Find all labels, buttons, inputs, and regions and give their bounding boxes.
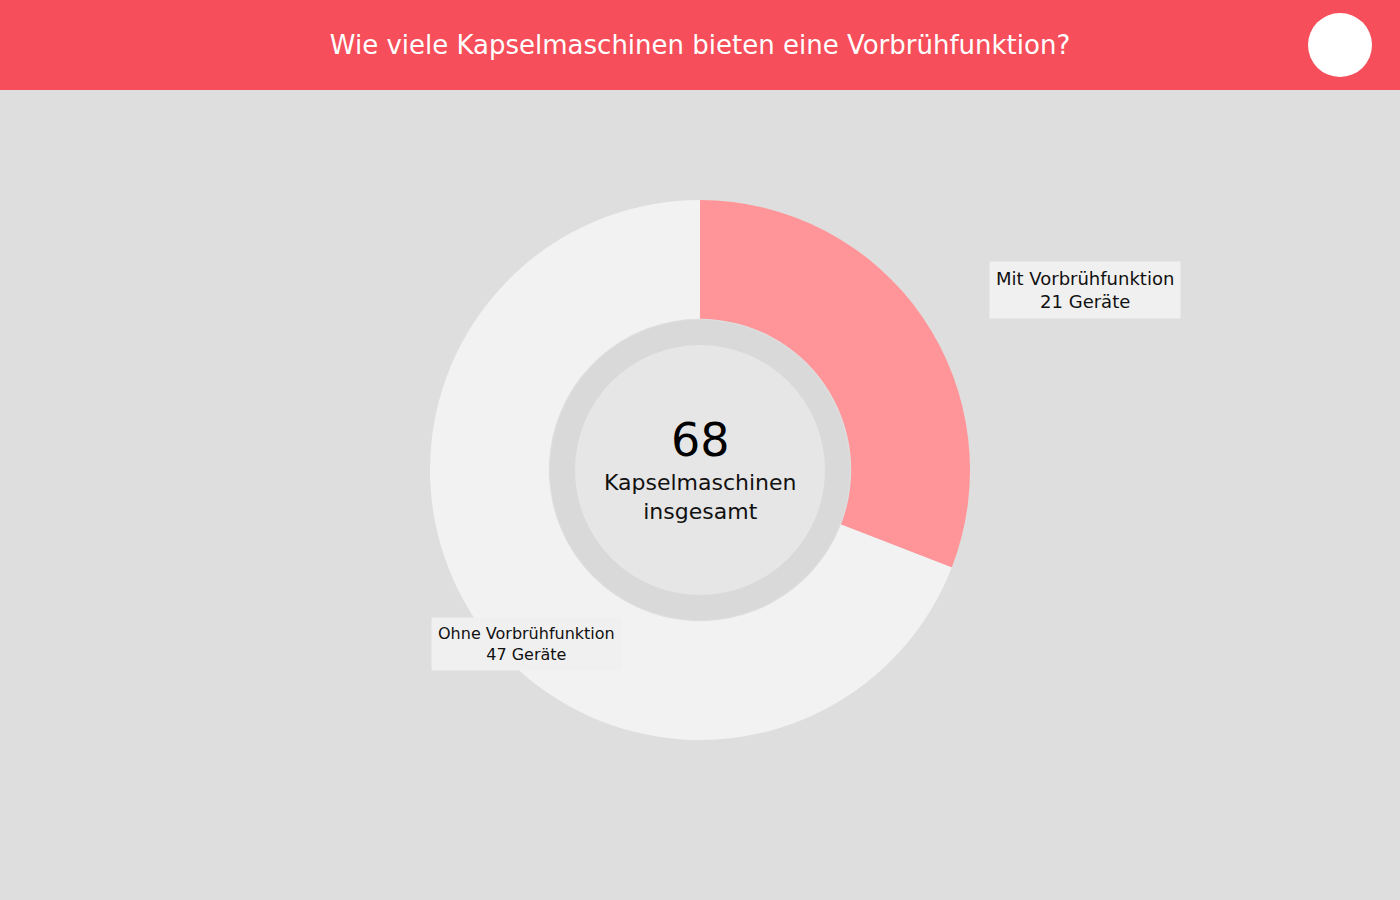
svg-text:68: 68 [671,413,730,467]
svg-text:Kapselmaschineninsgesamt: Kapselmaschineninsgesamt [604,470,797,524]
svg-text:Ohne Vorbrühfunktion47 Geräte: Ohne Vorbrühfunktion47 Geräte [438,624,615,664]
svg-text:Mit Vorbrühfunktion21 Geräte: Mit Vorbrühfunktion21 Geräte [996,268,1174,312]
svg-text:Wie viele Kapselmaschinen biet: Wie viele Kapselmaschinen bieten eine Vo… [330,30,1070,60]
